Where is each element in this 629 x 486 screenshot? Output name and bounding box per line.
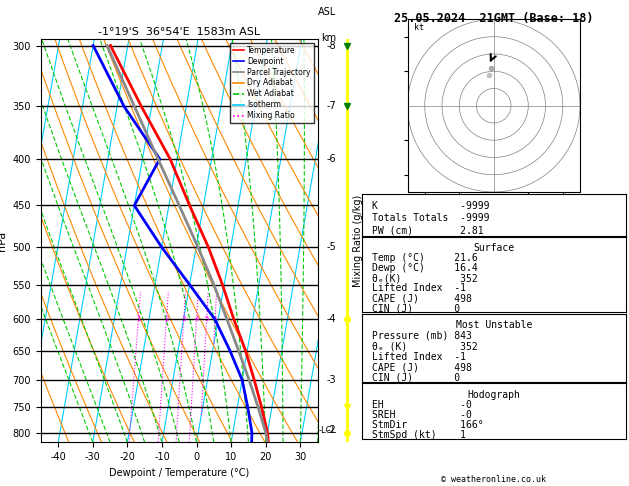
Text: Most Unstable: Most Unstable bbox=[455, 320, 532, 330]
Text: CIN (J)       0: CIN (J) 0 bbox=[372, 303, 460, 313]
Text: -LCL: -LCL bbox=[318, 426, 337, 434]
Text: © weatheronline.co.uk: © weatheronline.co.uk bbox=[442, 474, 546, 484]
Text: -5: -5 bbox=[326, 242, 337, 252]
Text: CAPE (J)      498: CAPE (J) 498 bbox=[372, 362, 472, 372]
Legend: Temperature, Dewpoint, Parcel Trajectory, Dry Adiabat, Wet Adiabat, Isotherm, Mi: Temperature, Dewpoint, Parcel Trajectory… bbox=[230, 43, 314, 123]
Text: Lifted Index  -1: Lifted Index -1 bbox=[372, 352, 466, 362]
Text: 3: 3 bbox=[182, 316, 186, 322]
Text: PW (cm)        2.81: PW (cm) 2.81 bbox=[372, 225, 484, 235]
Text: ASL: ASL bbox=[318, 7, 337, 17]
Text: StmDir         166°: StmDir 166° bbox=[372, 420, 484, 430]
Text: θₑ (K)         352: θₑ (K) 352 bbox=[372, 341, 478, 351]
Text: 4: 4 bbox=[194, 316, 199, 322]
Text: -8: -8 bbox=[326, 40, 337, 51]
Text: -4: -4 bbox=[326, 314, 337, 324]
Text: kt: kt bbox=[415, 23, 425, 32]
Text: Lifted Index  -1: Lifted Index -1 bbox=[372, 283, 466, 294]
Text: 25.05.2024  21GMT (Base: 18): 25.05.2024 21GMT (Base: 18) bbox=[394, 12, 594, 25]
Text: 6: 6 bbox=[213, 316, 218, 322]
Text: -2: -2 bbox=[326, 425, 337, 435]
Text: K              -9999: K -9999 bbox=[372, 202, 490, 211]
Text: CIN (J)       0: CIN (J) 0 bbox=[372, 373, 460, 382]
Text: Mixing Ratio (g/kg): Mixing Ratio (g/kg) bbox=[353, 194, 362, 287]
Text: -6: -6 bbox=[326, 154, 337, 164]
Text: EH             -0: EH -0 bbox=[372, 399, 472, 410]
Text: StmSpd (kt)    1: StmSpd (kt) 1 bbox=[372, 430, 466, 440]
Text: Temp (°C)     21.6: Temp (°C) 21.6 bbox=[372, 253, 478, 263]
Text: SREH           -0: SREH -0 bbox=[372, 410, 472, 420]
Text: Hodograph: Hodograph bbox=[467, 390, 520, 399]
Text: Dewp (°C)     16.4: Dewp (°C) 16.4 bbox=[372, 263, 478, 273]
Text: Pressure (mb) 843: Pressure (mb) 843 bbox=[372, 330, 472, 341]
Text: -7: -7 bbox=[326, 102, 337, 111]
Text: 1: 1 bbox=[136, 316, 141, 322]
Text: -3: -3 bbox=[326, 375, 337, 385]
Y-axis label: hPa: hPa bbox=[0, 230, 7, 251]
X-axis label: Dewpoint / Temperature (°C): Dewpoint / Temperature (°C) bbox=[109, 468, 249, 478]
Text: CAPE (J)      498: CAPE (J) 498 bbox=[372, 294, 472, 303]
Text: km: km bbox=[321, 33, 337, 43]
Text: Surface: Surface bbox=[473, 243, 515, 253]
Text: Totals Totals  -9999: Totals Totals -9999 bbox=[372, 213, 490, 223]
Text: 5: 5 bbox=[204, 316, 209, 322]
Title: -1°19'S  36°54'E  1583m ASL: -1°19'S 36°54'E 1583m ASL bbox=[98, 27, 260, 37]
Text: θₑ(K)          352: θₑ(K) 352 bbox=[372, 273, 478, 283]
Text: 2: 2 bbox=[164, 316, 169, 322]
